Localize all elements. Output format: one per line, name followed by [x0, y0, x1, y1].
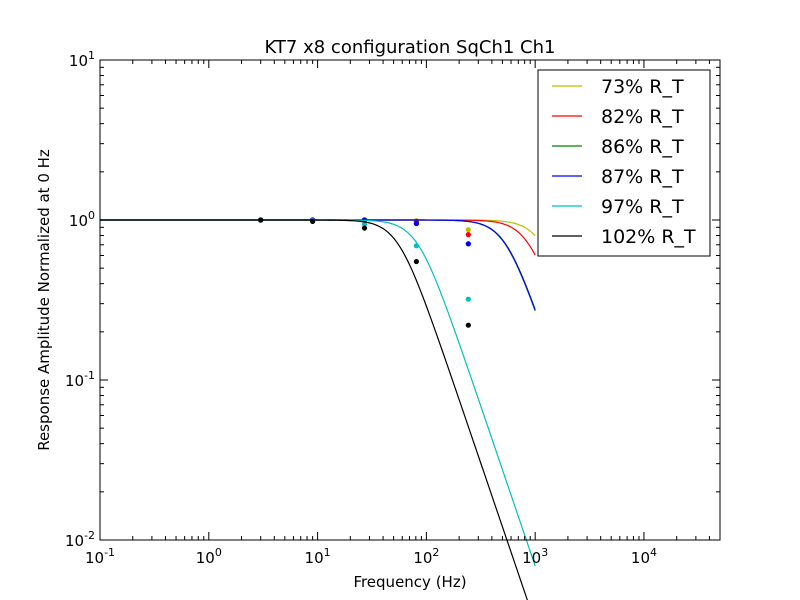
legend: 73% R_T 82% R_T 86% R_T 87% R_T 97% R_T 102% …	[537, 69, 711, 257]
legend-label: 82% R_T	[601, 106, 684, 128]
y-tick-label: 100	[69, 209, 95, 230]
x-tick-label: 102	[413, 546, 439, 567]
data-point-3	[413, 220, 420, 227]
data-point-5	[465, 322, 471, 328]
data-point-1	[465, 232, 471, 238]
data-point-5	[361, 225, 368, 231]
chart-title: KT7 x8 configuration SqCh1 Ch1	[265, 37, 556, 58]
data-point-4	[465, 296, 471, 302]
x-axis-label: Frequency (Hz)	[353, 573, 466, 591]
y-axis-label: Response Amplitude Normalized at 0 Hz	[35, 149, 53, 451]
y-tick-label: 10-1	[65, 369, 95, 390]
data-point-5	[310, 218, 316, 225]
data-point-3	[465, 241, 471, 247]
x-tick-label: 100	[196, 546, 222, 567]
x-tick-label: 10-1	[85, 546, 115, 567]
legend-label: 86% R_T	[601, 136, 684, 158]
series-layer	[100, 217, 536, 600]
x-tick-label: 101	[305, 546, 331, 567]
data-point-0	[465, 227, 471, 233]
y-tick-label: 101	[69, 49, 95, 70]
legend-items: 73% R_T 82% R_T 86% R_T 87% R_T 97% R_T 102% …	[552, 76, 696, 248]
x-tick-label: 103	[522, 546, 548, 567]
data-point-5	[413, 258, 420, 265]
legend-label: 73% R_T	[601, 76, 684, 98]
legend-box	[537, 69, 711, 257]
legend-label: 87% R_T	[601, 166, 684, 188]
data-point-4	[361, 221, 368, 227]
plot-frame	[99, 59, 721, 541]
legend-label: 102% R_T	[601, 226, 696, 248]
x-tick-label: 104	[631, 546, 657, 567]
series-line-5	[100, 219, 528, 600]
data-point-4	[413, 243, 420, 249]
y-tick-label: 10-2	[65, 529, 95, 550]
legend-label: 97% R_T	[601, 196, 684, 218]
data-point-5	[258, 217, 264, 223]
